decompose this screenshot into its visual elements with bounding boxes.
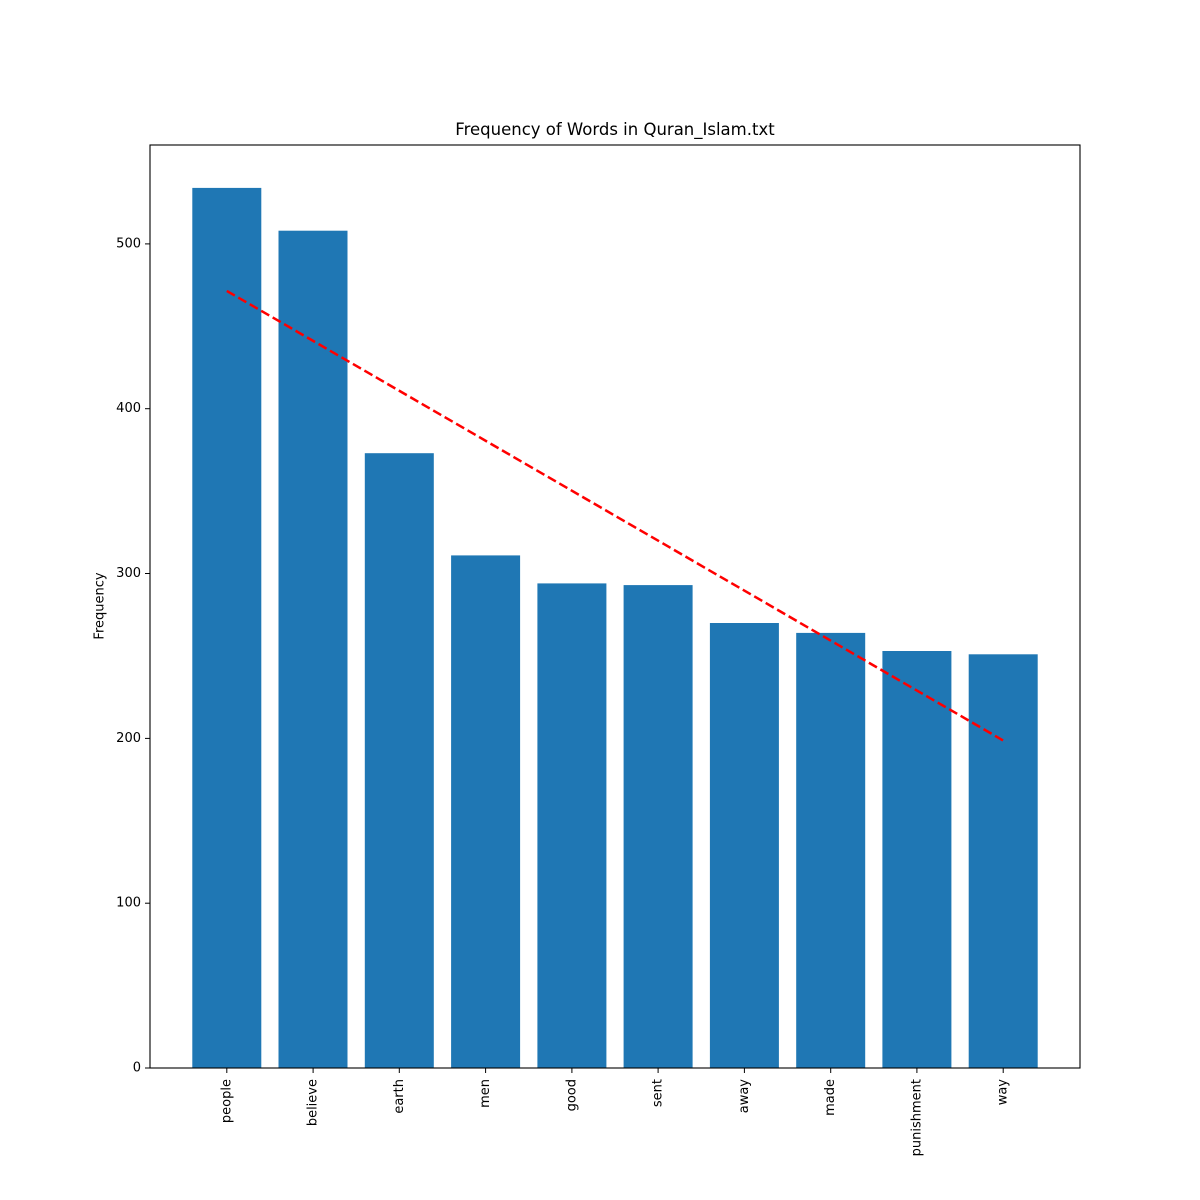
x-tick-label: sent	[651, 1079, 666, 1107]
x-tick-label: people	[219, 1079, 234, 1123]
x-tick-label: made	[823, 1079, 838, 1116]
y-tick-label: 300	[116, 566, 141, 581]
y-tick-label: 200	[116, 731, 141, 746]
x-tick-label: believe	[306, 1079, 321, 1126]
y-tick-label: 0	[133, 1061, 141, 1076]
x-tick-label: men	[478, 1079, 493, 1108]
bar	[192, 187, 262, 1068]
bar	[796, 632, 866, 1068]
bar	[623, 585, 693, 1068]
y-tick-label: 400	[116, 401, 141, 416]
trend-line	[226, 289, 1004, 742]
bar	[882, 651, 952, 1068]
bar	[278, 230, 348, 1068]
y-tick-label: 100	[116, 896, 141, 911]
plot-border	[149, 144, 1081, 1069]
chart-title: Frequency of Words in Quran_Islam.txt	[455, 120, 775, 139]
x-tick-label: way	[996, 1079, 1011, 1106]
x-tick-label: punishment	[909, 1079, 924, 1156]
x-tick-label: away	[737, 1079, 752, 1114]
bar	[968, 654, 1038, 1068]
bar	[537, 583, 607, 1068]
y-tick-label: 500	[116, 236, 141, 251]
bar	[451, 555, 521, 1068]
x-tick-label: good	[564, 1079, 579, 1111]
bar	[364, 453, 434, 1068]
bar	[709, 623, 779, 1068]
x-tick-label: earth	[392, 1079, 407, 1114]
